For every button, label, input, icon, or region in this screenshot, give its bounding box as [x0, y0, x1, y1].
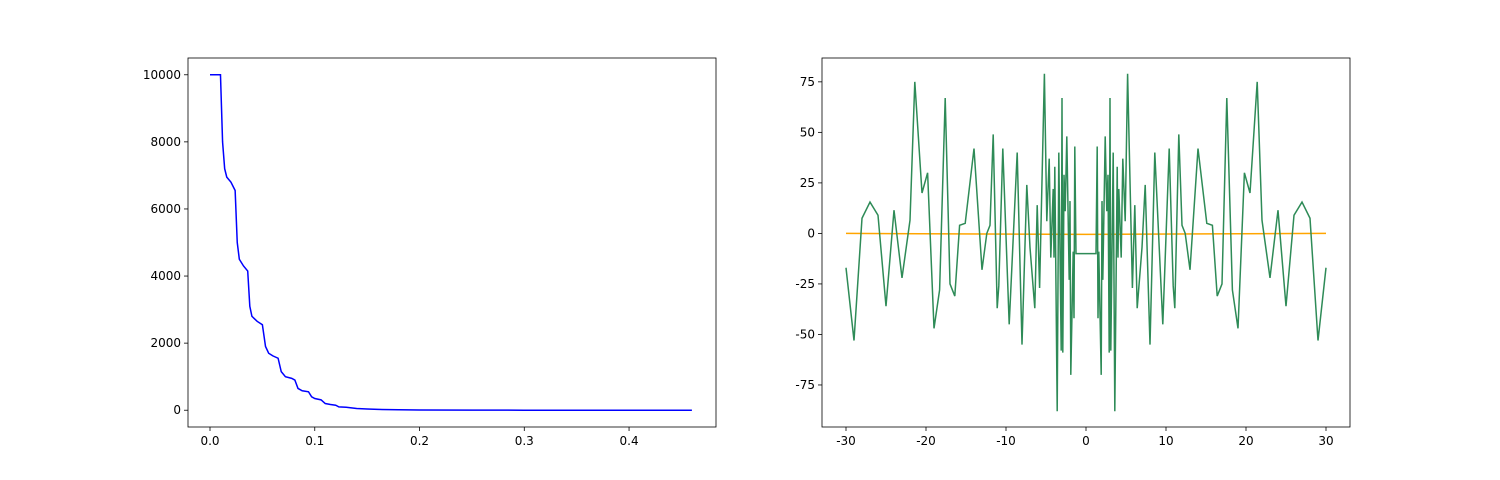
y-tick-label: 25 — [800, 176, 815, 190]
y-tick-label: 2000 — [150, 336, 181, 350]
x-tick-label: -10 — [996, 434, 1016, 448]
y-tick-label: 50 — [800, 125, 815, 139]
x-tick-label: 0.0 — [200, 434, 219, 448]
data-line — [210, 74, 692, 411]
y-tick-label: -50 — [795, 327, 815, 341]
y-tick-label: -75 — [795, 378, 815, 392]
x-tick-label: 0 — [1082, 434, 1090, 448]
plot-frame — [821, 57, 1351, 428]
x-tick-label: -30 — [836, 434, 856, 448]
x-tick-label: 0.3 — [515, 434, 534, 448]
y-tick-label: 10000 — [143, 68, 181, 82]
y-tick-label: 6000 — [150, 202, 181, 216]
y-tick-label: 75 — [800, 75, 815, 89]
y-tick-label: 4000 — [150, 269, 181, 283]
x-tick-label: 0.1 — [305, 434, 324, 448]
x-tick-label: 30 — [1318, 434, 1333, 448]
plot-frame — [187, 57, 717, 428]
y-tick-label: -25 — [795, 277, 815, 291]
data-line — [845, 73, 1327, 412]
x-tick-label: 10 — [1158, 434, 1173, 448]
x-tick-label: 20 — [1238, 434, 1253, 448]
x-tick-label: -20 — [916, 434, 936, 448]
x-tick-label: 0.2 — [410, 434, 429, 448]
x-tick-label: 0.4 — [620, 434, 639, 448]
y-tick-label: 8000 — [150, 135, 181, 149]
y-tick-label: 0 — [807, 226, 815, 240]
y-tick-label: 0 — [173, 403, 181, 417]
data-line — [845, 232, 1327, 236]
